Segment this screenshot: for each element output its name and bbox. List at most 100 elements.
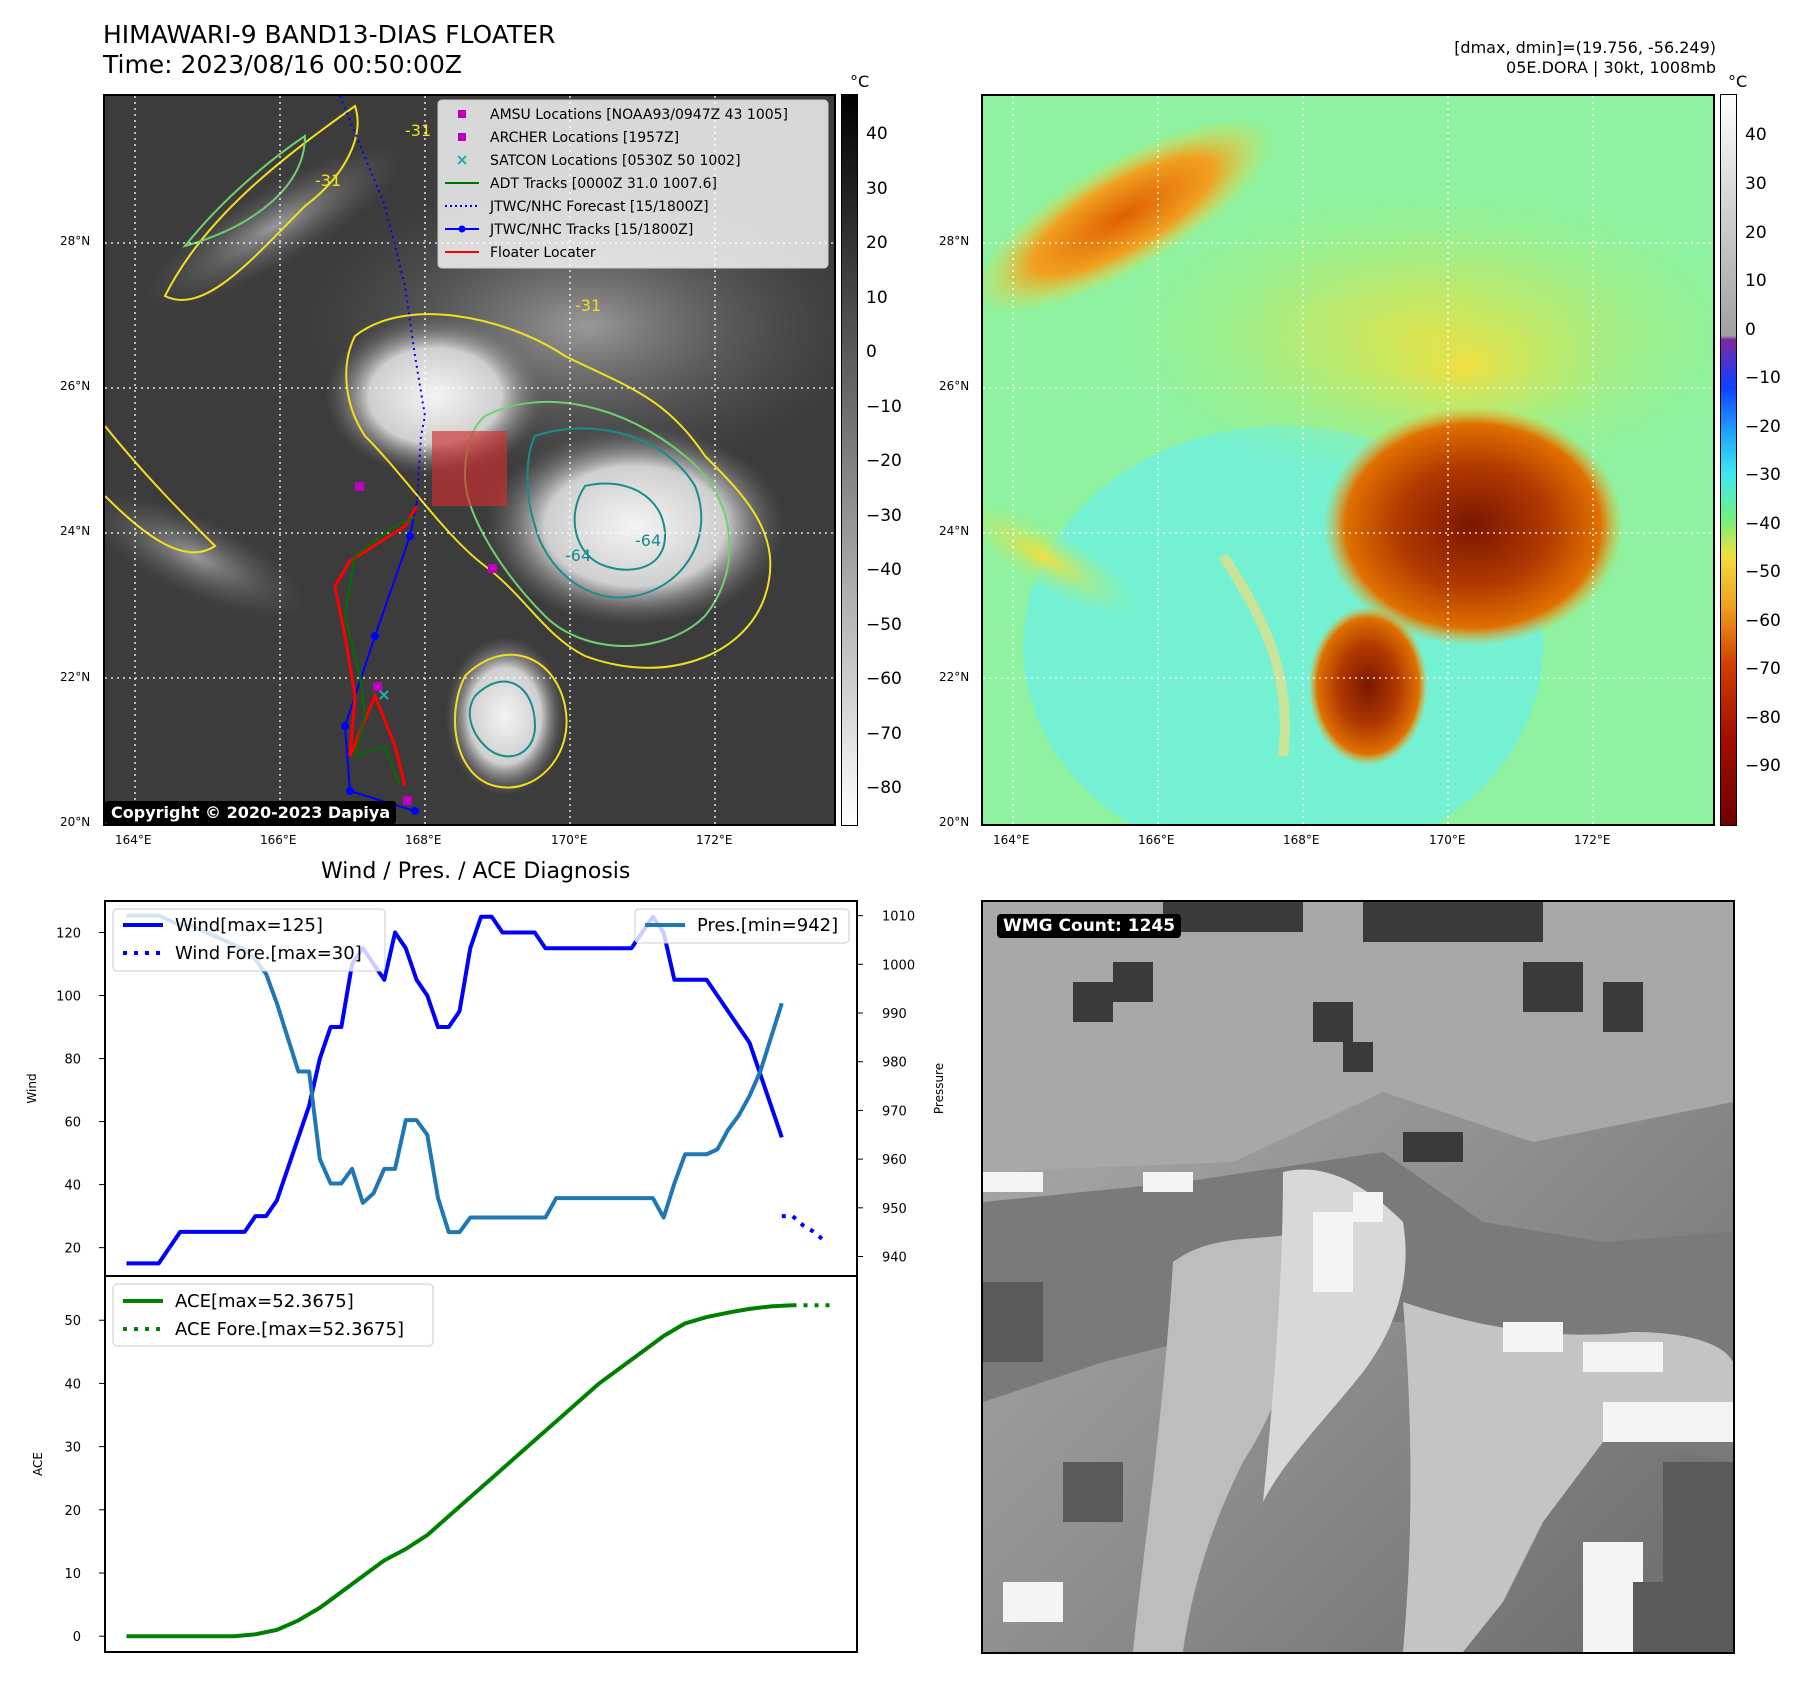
legend-floater: Floater Locater <box>490 245 596 261</box>
ir-legend: AMSU Locations [NOAA93/0947Z 43 1005] AR… <box>437 99 829 269</box>
color-lat-28: 28°N <box>939 234 970 248</box>
adt-track <box>343 515 418 787</box>
main-convection <box>485 426 785 626</box>
wind-ytick-label: 40 <box>64 1179 81 1194</box>
contour-teal-inner <box>573 482 667 571</box>
ir-lat-20: 20°N <box>60 815 91 829</box>
legend-ace-fore: ACE Fore.[max=52.3675] <box>175 1319 404 1340</box>
cloud-band-north <box>143 143 407 309</box>
legend-archer-marker <box>458 133 466 141</box>
pressure-ytick-label: 950 <box>882 1202 907 1217</box>
ace-ytick-label: 0 <box>73 1630 81 1645</box>
contour-label-2: -31 <box>575 296 601 315</box>
ir-colorbar-tick: −30 <box>866 505 902 526</box>
chart-title: Wind / Pres. / ACE Diagnosis <box>321 859 631 884</box>
ir-colorbar-tick: −60 <box>866 669 902 690</box>
satcon-markers <box>379 690 389 700</box>
wmg-bright-band-1 <box>1133 1232 1305 1652</box>
color-colorbar <box>1720 94 1737 826</box>
contour-yellow-main <box>345 313 772 669</box>
ir-colorbar-tick: −20 <box>866 451 902 472</box>
ace-axis-label: ACE <box>31 1452 45 1476</box>
ace-ytick-label: 20 <box>64 1504 81 1519</box>
legend-amsu: AMSU Locations [NOAA93/0947Z 43 1005] <box>490 107 788 123</box>
legend-adt: ADT Tracks [0000Z 31.0 1007.6] <box>490 176 717 192</box>
northern-convection <box>1293 276 1633 456</box>
storm-info: 05E.DORA | 30kt, 1008mb <box>1506 58 1716 77</box>
time-stamp: Time: 2023/08/16 00:50:00Z <box>103 50 462 79</box>
legend-pressure: Pres.[min=942] <box>697 915 838 936</box>
pressure-ytick-label: 1000 <box>882 958 915 973</box>
legend-wind-fore: Wind Fore.[max=30] <box>175 943 362 964</box>
ir-colorbar-unit: °C <box>850 72 870 91</box>
ir-colorbar-tick: 40 <box>866 123 888 144</box>
color-colorbar-tick: −80 <box>1745 707 1781 728</box>
ir-lon-170: 170°E <box>551 833 588 847</box>
contour-teal-south <box>468 680 537 758</box>
color-lon-166: 166°E <box>1138 833 1175 847</box>
color-lon-164: 164°E <box>993 833 1030 847</box>
contour-label-4: -64 <box>565 546 591 565</box>
legend-amsu-marker <box>458 110 466 118</box>
ir-lat-26: 26°N <box>60 379 91 393</box>
wmg-bright-band-2 <box>1263 1169 1406 1502</box>
pressure-legend: Pres.[min=942] <box>634 908 850 944</box>
color-lon-172: 172°E <box>1574 833 1611 847</box>
ace-ytick-label: 40 <box>64 1377 81 1392</box>
ace-line <box>126 1303 793 1639</box>
floater-track <box>333 505 419 787</box>
color-lat-24: 24°N <box>939 524 970 538</box>
copyright-badge: Copyright © 2020-2023 Dapiya <box>105 801 397 824</box>
color-colorbar-tick: −30 <box>1745 465 1781 486</box>
ir-lon-168: 168°E <box>405 833 442 847</box>
legend-wind: Wind[max=125] <box>175 915 323 936</box>
wind-ytick-label: 100 <box>56 990 81 1005</box>
ir-lon-166: 166°E <box>260 833 297 847</box>
color-lon-170: 170°E <box>1429 833 1466 847</box>
wind-axis-label: Wind <box>25 1073 39 1103</box>
color-gridlines <box>983 96 1713 824</box>
wmg-panel: WMG Count: 1245 <box>981 900 1735 1654</box>
ir-colorbar-tick: 30 <box>866 178 888 199</box>
amsu-markers <box>355 482 497 805</box>
color-colorbar-tick: 20 <box>1745 222 1767 243</box>
ir-colorbar-tick: 20 <box>866 233 888 254</box>
color-lon-168: 168°E <box>1283 833 1320 847</box>
legend-ace: ACE[max=52.3675] <box>175 1291 354 1312</box>
contour-teal-main <box>526 427 703 599</box>
ir-colorbar <box>841 94 858 826</box>
wind-legend: Wind[max=125] Wind Fore.[max=30] <box>112 908 386 972</box>
wmg-count-badge: WMG Count: 1245 <box>997 914 1182 938</box>
wind-ytick-label: 120 <box>56 927 81 942</box>
color-colorbar-tick: 30 <box>1745 173 1767 194</box>
ir-colorbar-tick: −80 <box>866 778 902 799</box>
color-colorbar-tick: −70 <box>1745 659 1781 680</box>
color-colorbar-tick: −10 <box>1745 368 1781 389</box>
wmg-image <box>983 902 1733 1652</box>
ace-ytick-label: 30 <box>64 1441 81 1456</box>
diagnosis-chart: 2040608010012094095096097098099010001010… <box>25 900 946 1653</box>
pressure-axis-label: Pressure <box>932 1063 946 1114</box>
color-lat-26: 26°N <box>939 379 970 393</box>
legend-satcon: SATCON Locations [0530Z 50 1002] <box>490 153 741 169</box>
western-band <box>983 495 1140 617</box>
wind-ytick-label: 60 <box>64 1116 81 1131</box>
color-colorbar-tick: −60 <box>1745 610 1781 631</box>
color-colorbar-tick: −20 <box>1745 416 1781 437</box>
color-colorbar-tick: 40 <box>1745 125 1767 146</box>
ir-colorbar-tick: 10 <box>866 287 888 308</box>
main-title: HIMAWARI-9 BAND13-DIAS FLOATER <box>103 20 556 49</box>
color-colorbar-tick: −90 <box>1745 756 1781 777</box>
color-map-svg <box>983 96 1713 824</box>
dmax-dmin-info: [dmax, dmin]=(19.756, -56.249) <box>1454 38 1716 57</box>
wind-ytick-label: 20 <box>64 1242 81 1257</box>
ace-ytick-label: 50 <box>64 1314 81 1329</box>
jtwc-track-points <box>341 532 419 815</box>
color-lat-20: 20°N <box>939 815 970 829</box>
ace-legend: ACE[max=52.3675] ACE Fore.[max=52.3675] <box>112 1283 434 1347</box>
floater-box <box>432 431 507 506</box>
ir-lat-28: 28°N <box>60 234 91 248</box>
ir-map-svg: -31 -31 -31 -64 -64 AMSU Loca <box>105 96 834 824</box>
legend-track: JTWC/NHC Tracks [15/1800Z] <box>489 222 693 238</box>
pressure-ytick-label: 960 <box>882 1153 907 1168</box>
